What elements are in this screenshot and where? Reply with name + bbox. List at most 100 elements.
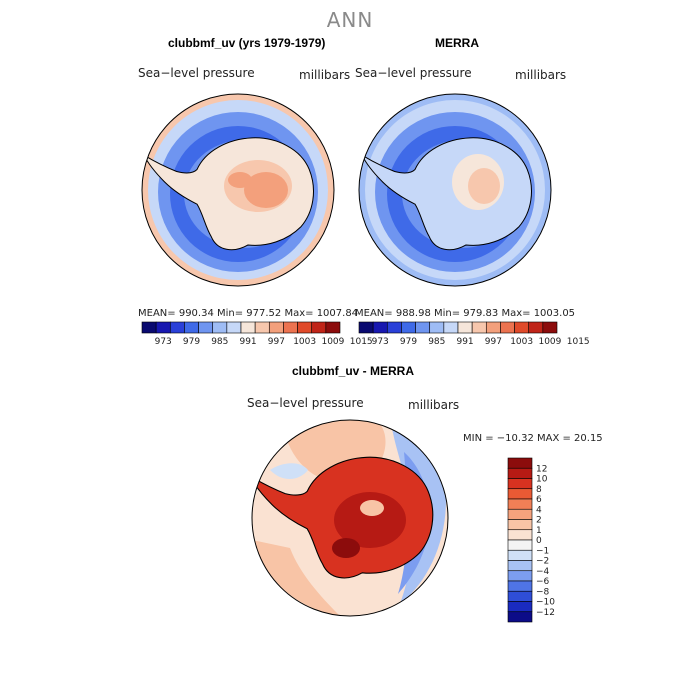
- diff-colorbar-tick-2: 8: [536, 485, 542, 495]
- model-colorbar-tick-4: 997: [268, 337, 285, 347]
- diff-colorbar-swatch-3: [507, 488, 533, 500]
- model-stats: MEAN= 990.34 Min= 977.52 Max= 1007.84: [138, 308, 359, 319]
- diff-colorbar-swatch-5: [507, 508, 533, 520]
- model-field-label: Sea−level pressure: [138, 66, 255, 80]
- obs-colorbar-tick-2: 985: [428, 337, 445, 347]
- m2-high-core: [468, 168, 500, 204]
- m1-border: [141, 93, 335, 287]
- diff-colorbar-swatch-11: [507, 570, 533, 582]
- diff-colorbar-swatch-6: [507, 519, 533, 531]
- obs-colorbar-tick-4: 997: [485, 337, 502, 347]
- model-colorbar-swatch-5: [212, 321, 228, 334]
- obs-colorbar-swatch-2: [386, 321, 402, 334]
- model-colorbar-swatch-10: [283, 321, 298, 334]
- obs-colorbar-tick-5: 1003: [510, 337, 533, 347]
- model-colorbar-swatch-7: [240, 321, 256, 334]
- obs-units-label: millibars: [515, 68, 567, 82]
- obs-colorbar-tick-3: 991: [456, 337, 473, 347]
- obs-colorbar-swatch-11: [514, 321, 530, 334]
- model-colorbar-swatch-4: [198, 321, 214, 334]
- obs-field-label: Sea−level pressure: [355, 66, 472, 80]
- model-colorbar-tick-7: 1015: [350, 337, 373, 347]
- model-colorbar-swatch-3: [184, 321, 199, 334]
- m1-high-core-2: [228, 172, 252, 188]
- model-colorbar-tick-6: 1009: [321, 337, 344, 347]
- diff-colorbar-tick-6: 1: [536, 526, 542, 536]
- diff-colorbar-swatch-14: [507, 601, 533, 613]
- diff-colorbar-swatch-4: [507, 498, 533, 510]
- model-colorbar-swatch-13: [325, 321, 341, 334]
- diff-colorbar-tick-9: −2: [536, 557, 549, 567]
- model-colorbar-swatch-1: [155, 321, 171, 334]
- model-panel-title: clubbmf_uv (yrs 1979-1979): [168, 36, 326, 50]
- obs-colorbar-swatch-10: [500, 321, 515, 334]
- obs-colorbar-swatch-7: [457, 321, 473, 334]
- diff-colorbar-tick-8: −1: [536, 546, 549, 556]
- obs-colorbar-swatch-8: [471, 321, 487, 334]
- diff-colorbar-tick-1: 10: [536, 475, 548, 485]
- diff-colorbar-tick-5: 2: [536, 516, 542, 526]
- diff-colorbar-tick-4: 4: [536, 505, 542, 515]
- diff-units-label: millibars: [408, 398, 460, 412]
- m3-pos-peak: [332, 538, 360, 558]
- diff-colorbar-swatch-8: [507, 539, 533, 551]
- model-polar-map: [141, 93, 335, 287]
- diff-colorbar-swatch-13: [507, 590, 533, 602]
- obs-colorbar-swatch-1: [372, 321, 388, 334]
- obs-stats: MEAN= 988.98 Min= 979.83 Max= 1003.05: [355, 308, 576, 319]
- diff-colorbar-tick-11: −6: [536, 577, 550, 587]
- diff-panel-title: clubbmf_uv - MERRA: [292, 364, 415, 378]
- diff-colorbar-swatch-0: [507, 457, 533, 469]
- model-units-label: millibars: [299, 68, 351, 82]
- obs-colorbar-tick-6: 1009: [538, 337, 561, 347]
- model-colorbar-swatch-12: [311, 321, 327, 334]
- model-colorbar-swatch-0: [141, 321, 157, 334]
- obs-colorbar-swatch-6: [443, 321, 459, 334]
- m3-neg-region-west: [270, 463, 308, 480]
- m2-border: [358, 93, 552, 287]
- diff-colorbar-tick-3: 6: [536, 495, 542, 505]
- model-colorbar-tick-0: 973: [155, 337, 172, 347]
- obs-panel-title: MERRA: [435, 36, 479, 50]
- obs-colorbar: 973 979 985 991 997 1003 1009 1015: [358, 321, 590, 347]
- model-colorbar-swatch-9: [268, 321, 284, 334]
- diff-colorbar-tick-12: −8: [536, 587, 550, 597]
- diff-colorbar-tick-13: −10: [536, 598, 555, 608]
- m3-border: [251, 419, 449, 617]
- obs-colorbar-swatch-3: [401, 321, 416, 334]
- diff-colorbar-swatch-15: [507, 611, 533, 623]
- m1-high-core: [244, 172, 288, 208]
- diff-colorbar-swatch-12: [507, 580, 533, 592]
- obs-colorbar-swatch-12: [528, 321, 544, 334]
- model-colorbar-tick-1: 979: [183, 337, 200, 347]
- diff-colorbar-tick-0: 12: [536, 464, 547, 474]
- diff-colorbar-swatch-1: [507, 467, 533, 479]
- diff-polar-map: [251, 419, 449, 617]
- m3-pos-region-west: [252, 540, 340, 616]
- model-colorbar: 973 979 985 991 997 1003 1009 1015: [141, 321, 373, 347]
- obs-colorbar-swatch-5: [429, 321, 445, 334]
- model-colorbar-swatch-2: [169, 321, 185, 334]
- model-colorbar-tick-5: 1003: [293, 337, 316, 347]
- model-colorbar-swatch-11: [297, 321, 313, 334]
- obs-colorbar-swatch-13: [542, 321, 558, 334]
- diff-field-label: Sea−level pressure: [247, 396, 364, 410]
- model-colorbar-swatch-8: [254, 321, 270, 334]
- diff-minmax: MIN = −10.32 MAX = 20.15: [463, 433, 603, 444]
- obs-polar-map: [358, 93, 552, 287]
- model-colorbar-swatch-6: [226, 321, 242, 334]
- page-title: ANN: [326, 8, 374, 32]
- obs-colorbar-swatch-0: [358, 321, 374, 334]
- diff-colorbar-tick-14: −12: [536, 608, 555, 618]
- model-colorbar-tick-3: 991: [239, 337, 256, 347]
- obs-colorbar-tick-1: 979: [400, 337, 417, 347]
- diff-colorbar-tick-7: 0: [536, 536, 542, 546]
- obs-colorbar-swatch-4: [415, 321, 431, 334]
- obs-colorbar-tick-0: 973: [372, 337, 389, 347]
- diff-colorbar-swatch-9: [507, 549, 533, 561]
- diff-colorbar-swatch-7: [507, 529, 533, 541]
- diff-colorbar-swatch-10: [507, 560, 533, 572]
- diff-colorbar-tick-10: −4: [536, 567, 550, 577]
